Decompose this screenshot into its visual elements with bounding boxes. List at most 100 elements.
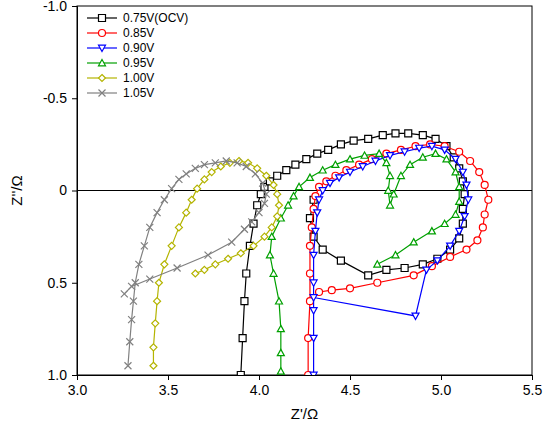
x-tick-mark	[350, 375, 351, 380]
x-tick: 4.5	[341, 375, 361, 398]
series-marker	[416, 145, 423, 151]
series-marker	[146, 224, 153, 231]
legend-label: 0.90V	[123, 41, 154, 55]
series-marker	[383, 266, 390, 273]
series-marker	[259, 180, 266, 187]
series-marker	[274, 191, 281, 198]
series-marker	[250, 242, 257, 249]
legend-marker	[99, 75, 106, 82]
series-marker	[150, 344, 157, 351]
series-marker	[310, 335, 317, 341]
series-marker	[410, 239, 417, 245]
series-marker	[254, 165, 261, 172]
series-line	[314, 146, 469, 375]
series-marker	[385, 187, 392, 193]
series-marker	[461, 214, 468, 220]
series-marker	[361, 152, 368, 158]
legend-item: 0.75V(OCV)	[87, 11, 188, 25]
series-marker	[443, 156, 450, 162]
series-line	[308, 144, 488, 375]
series-marker	[276, 298, 283, 304]
x-tick-mark	[441, 375, 442, 380]
series-marker	[383, 159, 390, 165]
series-marker	[192, 270, 199, 277]
y-tick-label: 1.0	[48, 367, 68, 383]
x-tick-label: 4.5	[341, 382, 361, 398]
legend-marker	[99, 45, 106, 51]
series-marker	[452, 156, 459, 162]
series-marker	[456, 228, 463, 234]
series-marker	[237, 372, 244, 376]
series-marker	[407, 161, 414, 167]
series-marker	[310, 372, 317, 375]
series-marker	[168, 185, 175, 192]
y-tick-mark	[72, 283, 77, 284]
series-marker	[268, 233, 275, 239]
series-marker	[452, 169, 459, 175]
series-marker	[465, 197, 472, 203]
series-marker	[175, 176, 182, 183]
series-marker	[401, 264, 408, 271]
series-marker	[146, 276, 153, 283]
series-marker	[283, 167, 290, 174]
series-marker	[266, 252, 273, 258]
series-marker	[223, 157, 230, 164]
series-marker	[374, 279, 381, 286]
x-axis-line	[78, 376, 533, 381]
series-marker	[447, 253, 454, 260]
plot-frame	[77, 6, 532, 375]
series-marker	[241, 298, 248, 305]
x-axis-title: Z'/Ω	[291, 405, 318, 422]
series-marker	[319, 167, 326, 173]
series-marker	[243, 270, 250, 277]
series-marker	[130, 298, 137, 305]
x-tick-label: 5.0	[432, 382, 452, 398]
x-tick: 5.0	[432, 375, 452, 398]
legend-item: 0.85V	[87, 26, 154, 40]
series-marker	[277, 368, 284, 374]
series-marker	[390, 191, 397, 197]
series-marker	[316, 197, 323, 203]
series-marker	[183, 209, 190, 216]
legend-label: 1.00V	[123, 71, 154, 85]
series-marker	[261, 200, 268, 207]
series-marker	[392, 252, 399, 258]
legend-marker	[99, 90, 106, 97]
series-marker	[432, 150, 439, 156]
series-marker	[434, 258, 441, 264]
series-marker	[296, 183, 303, 189]
series-marker	[276, 202, 283, 209]
y-tick-mark	[72, 6, 77, 7]
series-marker	[228, 239, 235, 246]
y-axis-line	[72, 7, 78, 376]
series-marker	[456, 148, 463, 155]
series-marker	[326, 180, 333, 186]
series-marker	[141, 242, 148, 249]
series-marker	[312, 228, 319, 234]
series-marker	[270, 270, 277, 276]
series-marker	[419, 132, 426, 139]
x-tick-mark	[168, 375, 169, 380]
x-tick-label: 5.5	[523, 382, 543, 398]
series-marker	[319, 188, 326, 194]
legend-marker	[99, 15, 106, 22]
series-marker	[175, 224, 182, 231]
series-marker	[347, 285, 354, 292]
series-marker	[481, 181, 488, 188]
legend-label: 0.85V	[123, 26, 154, 40]
series-line	[241, 133, 465, 375]
series-marker	[263, 191, 270, 198]
series-marker	[310, 280, 317, 286]
series-marker	[441, 147, 448, 153]
series-marker	[397, 172, 404, 178]
y-tick: 0.5	[48, 275, 77, 291]
series-marker	[248, 218, 255, 225]
x-tick: 4.0	[250, 375, 270, 398]
series-marker	[277, 349, 284, 355]
series-marker	[135, 261, 142, 268]
x-axis: 3.03.54.04.55.05.5	[68, 375, 543, 398]
series-line	[124, 161, 266, 366]
series-marker	[183, 170, 190, 177]
legend-marker	[99, 60, 106, 66]
series-marker	[126, 338, 133, 345]
